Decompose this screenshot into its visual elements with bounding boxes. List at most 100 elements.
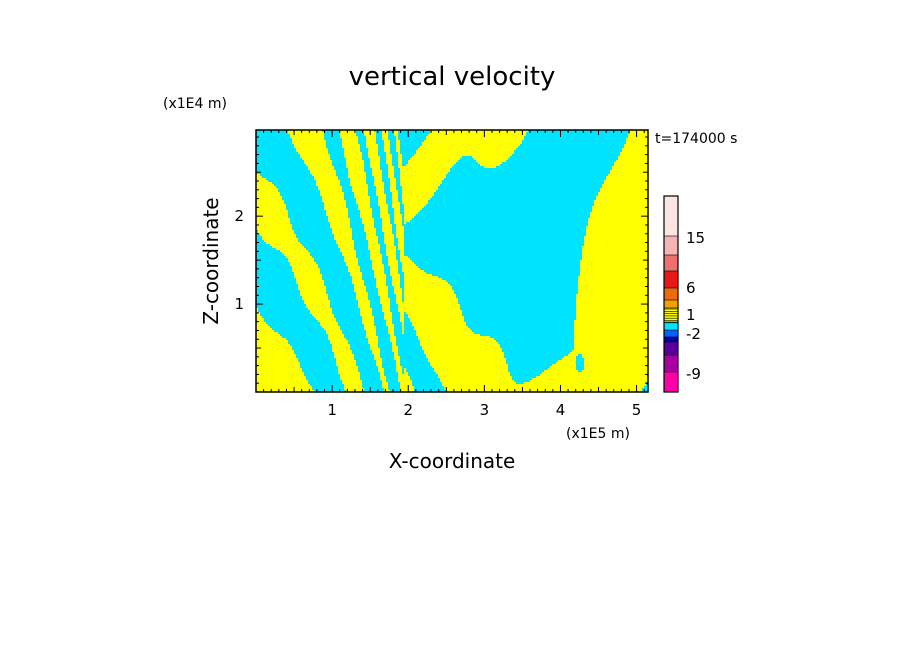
field-cell: [386, 278, 393, 281]
field-cell: [368, 340, 379, 343]
field-cell: [362, 276, 375, 279]
field-cell: [576, 368, 585, 371]
colorbar-label: 6: [686, 279, 696, 297]
field-cell: [356, 132, 365, 135]
field-cell: [256, 326, 271, 329]
field-cell: [394, 132, 399, 135]
field-cell: [446, 280, 579, 283]
field-cell: [402, 164, 407, 167]
colorbar-label: -9: [686, 365, 701, 383]
field-cell: [586, 228, 648, 231]
field-cell: [646, 384, 648, 387]
field-cell: [382, 226, 393, 229]
field-cell: [358, 138, 367, 141]
field-cell: [384, 368, 397, 371]
field-cell: [400, 140, 425, 143]
field-cell: [382, 380, 387, 383]
field-cell: [404, 278, 443, 281]
field-cell: [388, 292, 395, 295]
field-cell: [348, 212, 361, 215]
field-cell: [256, 334, 281, 337]
field-cell: [410, 220, 589, 223]
field-cell: [516, 382, 525, 385]
field-cell: [386, 276, 393, 279]
field-cell: [386, 280, 393, 283]
field-cell: [330, 156, 345, 159]
field-cell: [578, 284, 648, 287]
field-cell: [386, 244, 395, 247]
field-cell: [256, 264, 291, 267]
field-cell: [380, 374, 385, 377]
field-cell: [392, 276, 401, 279]
field-cell: [364, 164, 371, 167]
colorbar-frame: [663, 195, 679, 393]
field-cell: [350, 180, 367, 183]
field-cell: [356, 250, 371, 253]
field-cell: [404, 216, 415, 219]
field-cell: [368, 342, 379, 345]
field-cell: [292, 348, 333, 351]
field-cell: [416, 332, 475, 335]
field-cell: [400, 318, 405, 321]
field-cell: [626, 140, 648, 143]
field-cell: [256, 162, 305, 165]
field-cell: [362, 322, 375, 325]
field-cell: [288, 216, 329, 219]
field-cell: [394, 218, 403, 221]
field-cell: [282, 336, 329, 339]
field-cell: [416, 334, 481, 337]
field-cell: [578, 286, 648, 289]
field-cell: [354, 288, 367, 291]
field-cell: [388, 326, 395, 329]
field-cell: [580, 272, 648, 275]
field-cell: [350, 178, 367, 181]
field-cell: [374, 226, 383, 229]
field-cell: [400, 180, 443, 183]
field-cell: [506, 160, 617, 163]
field-cell: [256, 142, 293, 145]
field-cell: [452, 286, 579, 289]
field-cell: [340, 184, 351, 187]
field-cell: [378, 366, 383, 369]
field-cell: [306, 378, 341, 381]
field-cell: [382, 308, 391, 311]
field-cell: [346, 206, 359, 209]
field-cell: [396, 232, 405, 235]
field-cell: [370, 302, 381, 305]
field-cell: [588, 222, 648, 225]
field-cell: [298, 152, 329, 155]
field-cell: [380, 160, 387, 163]
field-cell: [404, 248, 583, 251]
field-cell: [404, 244, 585, 247]
field-cell: [338, 176, 349, 179]
field-cell: [626, 138, 648, 141]
field-cell: [314, 316, 335, 319]
field-cell: [368, 188, 377, 191]
field-cell: [342, 142, 359, 145]
field-cell: [256, 192, 281, 195]
field-cell: [374, 274, 387, 277]
field-cell: [256, 222, 291, 225]
field-cell: [418, 266, 581, 269]
field-cell: [388, 262, 399, 265]
field-cell: [262, 238, 299, 241]
field-cell: [390, 268, 399, 271]
field-cell: [388, 210, 395, 213]
field-cell: [256, 304, 307, 307]
field-cell: [328, 338, 347, 341]
field-cell: [390, 144, 397, 147]
field-cell: [626, 142, 648, 145]
field-cell: [574, 344, 648, 347]
field-cell: [378, 344, 393, 347]
field-cell: [330, 340, 349, 343]
field-cell: [288, 212, 327, 215]
field-cell: [342, 138, 359, 141]
field-cell: [364, 224, 375, 227]
field-cell: [390, 180, 397, 183]
field-cell: [424, 352, 505, 355]
field-cell: [574, 326, 648, 329]
field-cell: [354, 246, 369, 249]
field-cell: [378, 152, 387, 155]
field-cell: [452, 288, 579, 291]
field-cell: [602, 186, 648, 189]
